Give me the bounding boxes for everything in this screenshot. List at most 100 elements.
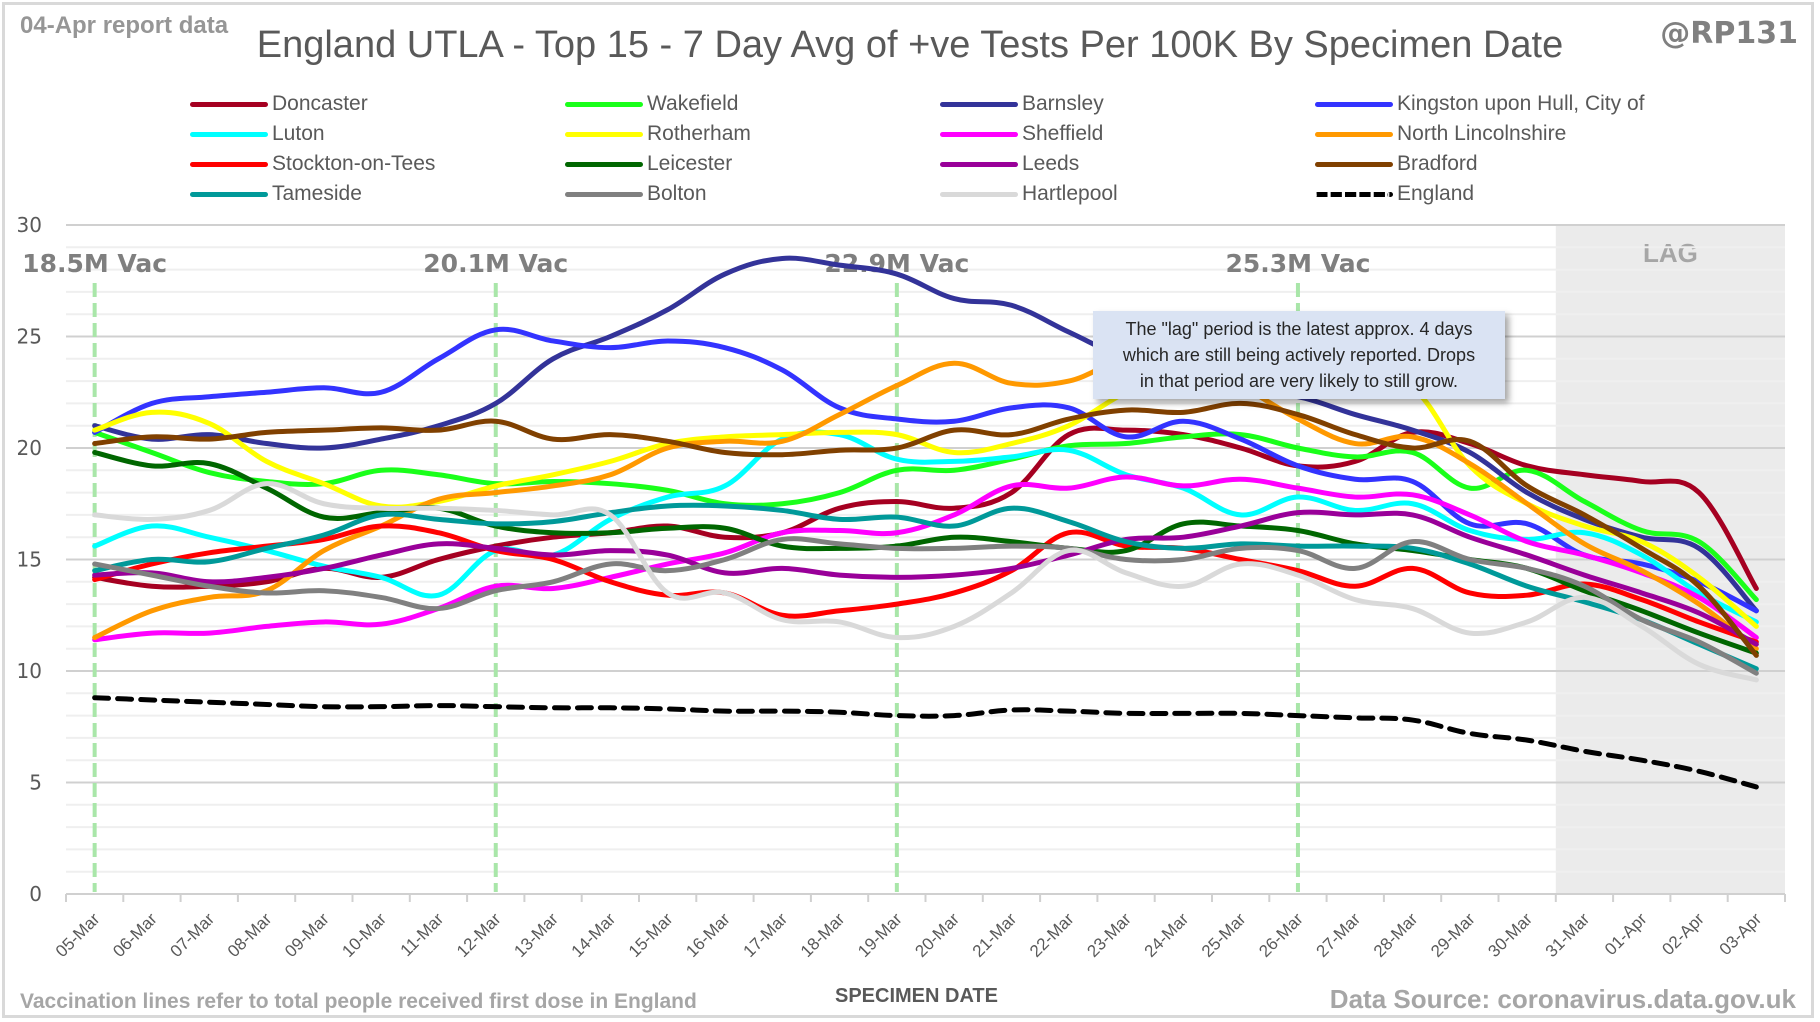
series-line-bradford: [92, 400, 1759, 658]
series-line-rotherham: [92, 355, 1759, 629]
legend-label: North Lincolnshire: [1397, 122, 1567, 145]
x-tick-label: 08-Mar: [224, 909, 276, 961]
callout-line: which are still being actively reported.…: [1122, 345, 1476, 365]
y-tick-label: 25: [17, 325, 42, 349]
legend-item: Rotherham: [565, 122, 940, 146]
legend-item: Leicester: [565, 152, 940, 176]
x-tick-label: 18-Mar: [797, 909, 849, 961]
x-tick-label: 27-Mar: [1313, 909, 1365, 961]
x-tick-label: 30-Mar: [1484, 909, 1536, 961]
legend-item: England: [1315, 182, 1690, 206]
x-tick-label: 13-Mar: [510, 909, 562, 961]
x-tick-label: 21-Mar: [969, 909, 1021, 961]
legend-item: Leeds: [940, 152, 1315, 176]
x-tick-label: 09-Mar: [281, 909, 333, 961]
vaccination-label: 18.5M Vac: [22, 249, 167, 278]
legend-swatch: [940, 161, 1018, 167]
x-tick-label: 28-Mar: [1370, 909, 1422, 961]
legend-swatch: [565, 161, 643, 167]
legend-label: Rotherham: [647, 122, 751, 145]
lag-label: LAG: [1643, 238, 1698, 268]
legend-item: Kingston upon Hull, City of: [1315, 92, 1690, 116]
x-tick-label: 11-Mar: [397, 909, 448, 960]
x-tick-label: 16-Mar: [682, 909, 734, 961]
vaccination-footnote: Vaccination lines refer to total people …: [20, 990, 697, 1013]
series-line-leeds: [92, 509, 1759, 647]
legend-swatch: [1315, 191, 1393, 197]
legend-label: Hartlepool: [1022, 182, 1118, 205]
legend-swatch: [190, 161, 268, 167]
y-tick-label: 5: [29, 771, 42, 795]
legend-item: Stockton-on-Tees: [190, 152, 565, 176]
series-line-kingston-upon-hull-city-of: [92, 326, 1759, 614]
x-tick-label: 07-Mar: [167, 909, 219, 961]
legend-label: Stockton-on-Tees: [272, 152, 436, 175]
x-tick-label: 06-Mar: [109, 909, 161, 961]
legend-swatch: [1315, 131, 1393, 137]
y-tick-label: 30: [17, 213, 42, 237]
legend-swatch: [940, 191, 1018, 197]
legend-swatch: [190, 191, 268, 197]
legend-label: Bradford: [1397, 152, 1478, 175]
legend: Doncaster Wakefield Barnsley Kingston upon …: [190, 92, 1690, 206]
legend-swatch: [190, 101, 268, 107]
series-line-tameside: [92, 502, 1759, 672]
series-line-england: [92, 695, 1759, 790]
legend-item: Luton: [190, 122, 565, 146]
vaccination-label: 20.1M Vac: [423, 249, 568, 278]
author-handle: @RP131: [1660, 16, 1798, 51]
x-tick-label: 15-Mar: [625, 909, 677, 961]
x-tick-label: 03-Apr: [1716, 909, 1766, 959]
x-tick-label: 26-Mar: [1255, 909, 1307, 961]
legend-item: Tameside: [190, 182, 565, 206]
y-tick-label: 10: [17, 659, 42, 683]
x-tick-label: 22-Mar: [1026, 909, 1078, 961]
legend-item: Doncaster: [190, 92, 565, 116]
x-tick-label: 20-Mar: [911, 909, 963, 961]
legend-swatch: [1315, 161, 1393, 167]
legend-swatch: [940, 101, 1018, 107]
x-tick-label: 05-Mar: [52, 909, 104, 961]
x-tick-label: 01-Apr: [1601, 909, 1651, 959]
callout-line: The "lag" period is the latest approx. 4…: [1125, 319, 1473, 339]
series-line-hartlepool: [92, 481, 1759, 683]
series-line-luton: [92, 429, 1759, 625]
x-tick-label: 23-Mar: [1083, 909, 1135, 961]
x-tick-label: 25-Mar: [1198, 909, 1250, 961]
legend-label: England: [1397, 182, 1475, 205]
y-tick-label: 15: [17, 548, 42, 572]
legend-label: Leicester: [647, 152, 733, 175]
x-tick-label: 10-Mar: [338, 909, 390, 961]
x-tick-label: 31-Mar: [1542, 909, 1594, 961]
x-axis-title: SPECIMEN DATE: [835, 985, 998, 1007]
legend-item: Barnsley: [940, 92, 1315, 116]
lag-callout: The "lag" period is the latest approx. 4…: [1093, 311, 1505, 399]
legend-item: Bradford: [1315, 152, 1690, 176]
y-tick-label: 20: [17, 436, 42, 460]
legend-item: North Lincolnshire: [1315, 122, 1690, 146]
chart-title: England UTLA - Top 15 - 7 Day Avg of +ve…: [256, 24, 1564, 66]
series-line-stockton-on-tees: [92, 523, 1759, 645]
x-tick-label: 24-Mar: [1141, 909, 1193, 961]
x-tick-label: 14-Mar: [568, 909, 620, 961]
vaccination-label: 25.3M Vac: [1225, 249, 1370, 278]
legend-swatch: [940, 131, 1018, 137]
legend-item: Sheffield: [940, 122, 1315, 146]
y-tick-label: 0: [29, 882, 42, 906]
x-tick-label: 29-Mar: [1427, 909, 1479, 961]
legend-label: Kingston upon Hull, City of: [1397, 92, 1645, 115]
legend-item: Bolton: [565, 182, 940, 206]
legend-label: Sheffield: [1022, 122, 1104, 145]
series-line-barnsley: [92, 255, 1759, 614]
x-tick-label: 12-Mar: [453, 909, 505, 961]
series-line-bolton: [92, 536, 1759, 676]
x-tick-label: 02-Apr: [1658, 909, 1708, 959]
legend-swatch: [565, 191, 643, 197]
legend-item: Wakefield: [565, 92, 940, 116]
legend-label: Bolton: [647, 182, 707, 205]
legend-swatch: [565, 131, 643, 137]
series-line-sheffield: [92, 474, 1759, 643]
report-date-label: 04-Apr report data: [20, 12, 229, 39]
x-tick-label: 19-Mar: [854, 909, 906, 961]
